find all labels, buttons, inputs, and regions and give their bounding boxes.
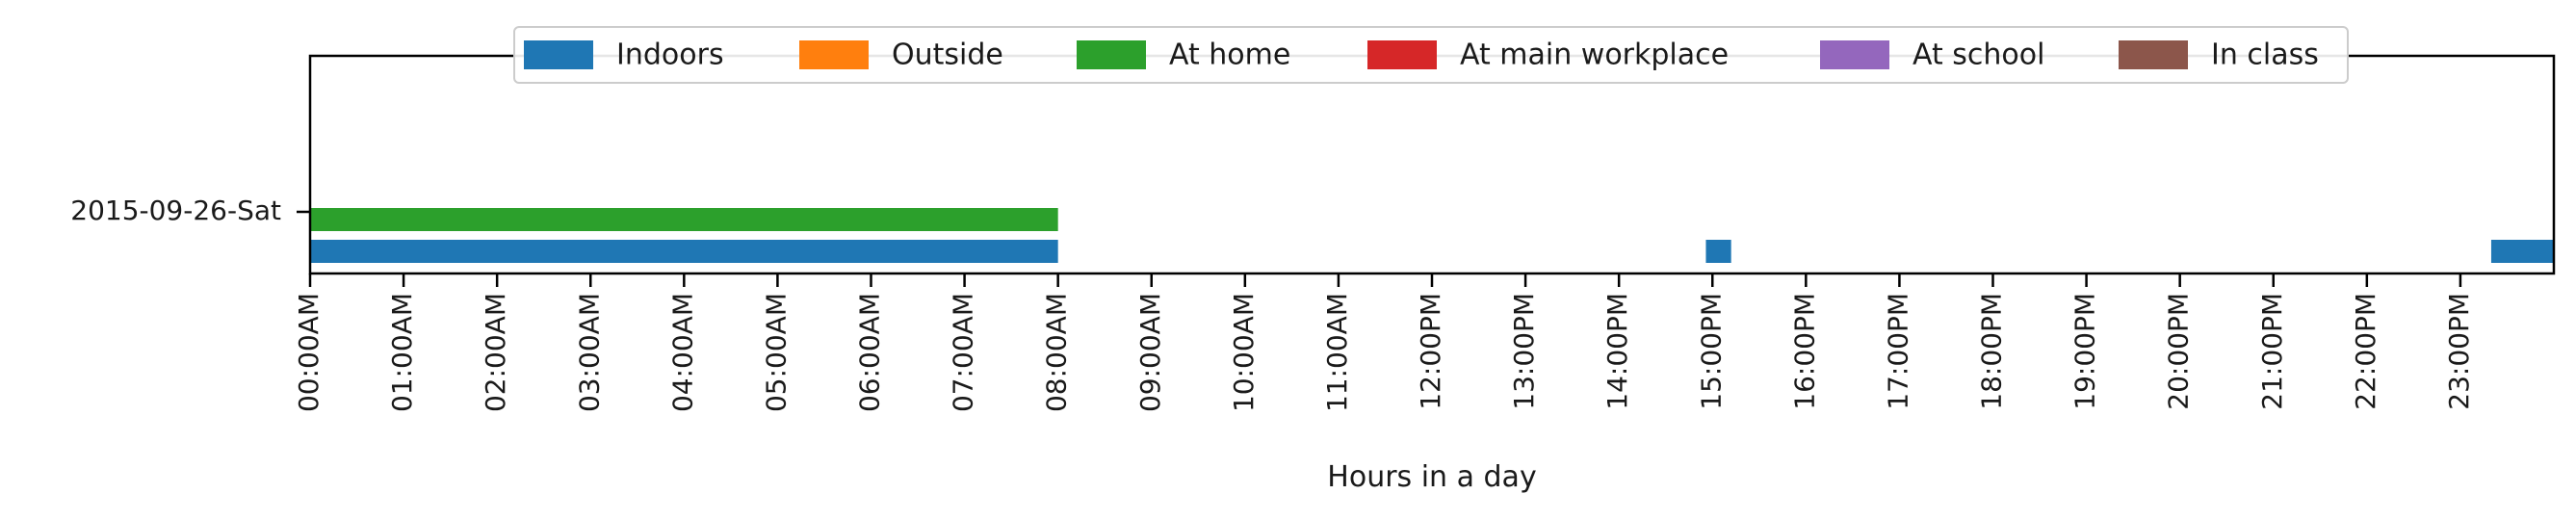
legend-swatch [1367, 40, 1437, 69]
bars-layer [310, 208, 2554, 263]
x-tick-label: 22:00PM [2350, 293, 2381, 410]
legend-swatch [1820, 40, 1889, 69]
legend-label: At school [1912, 39, 2044, 72]
legend: Indoors Outside At home At main workplace At… [513, 26, 2349, 84]
x-tick-label: 18:00PM [1976, 293, 2008, 410]
x-tick-label: 09:00AM [1134, 293, 1166, 412]
x-tick-label: 20:00PM [2163, 293, 2195, 410]
legend-swatch [799, 40, 869, 69]
x-tick-label: 03:00AM [573, 293, 605, 412]
legend-label: Outside [892, 39, 1003, 72]
bar-indoors [310, 240, 1058, 263]
x-tick-label: 14:00PM [1601, 293, 1633, 410]
legend-label: At main workplace [1460, 39, 1729, 72]
x-tick-label: 02:00AM [480, 293, 511, 412]
x-tick-label: 19:00PM [2069, 293, 2101, 410]
x-tick-label: 21:00PM [2256, 293, 2288, 410]
x-tick-label: 05:00AM [760, 293, 792, 412]
x-axis: 00:00AM 01:00AM 02:00AM 03:00AM 04:00AM 05:00… [293, 273, 2475, 412]
x-tick-label: 06:00AM [854, 293, 886, 412]
legend-swatch [2119, 40, 2188, 69]
legend-label: In class [2211, 39, 2319, 72]
legend-swatch [1077, 40, 1146, 69]
x-tick-label: 23:00PM [2443, 293, 2475, 410]
x-axis-label: Hours in a day [1327, 460, 1536, 494]
bar-indoors [1705, 240, 1731, 263]
legend-swatch [524, 40, 593, 69]
legend-label: Indoors [616, 39, 724, 72]
x-tick-label: 07:00AM [948, 293, 979, 412]
x-tick-label: 11:00AM [1321, 293, 1353, 412]
x-tick-label: 08:00AM [1041, 293, 1073, 412]
x-tick-label: 01:00AM [386, 293, 418, 412]
y-axis: 2015-09-26-Sat [70, 195, 310, 226]
x-tick-label: 04:00AM [666, 293, 698, 412]
x-tick-label: 12:00PM [1415, 293, 1446, 410]
y-tick-label: 2015-09-26-Sat [70, 195, 281, 226]
x-tick-label: 10:00AM [1228, 293, 1260, 412]
x-tick-label: 15:00PM [1695, 293, 1727, 410]
x-tick-label: 17:00PM [1882, 293, 1913, 410]
legend-label: At home [1169, 39, 1290, 72]
bar-at-home [310, 208, 1058, 231]
bar-indoors [2490, 240, 2554, 263]
x-tick-label: 00:00AM [293, 293, 325, 412]
x-tick-label: 16:00PM [1788, 293, 1820, 410]
x-tick-label: 13:00PM [1508, 293, 1540, 410]
